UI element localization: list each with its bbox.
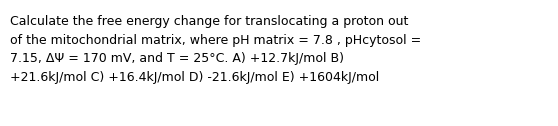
Text: Calculate the free energy change for translocating a proton out
of the mitochond: Calculate the free energy change for tra… — [10, 15, 421, 84]
